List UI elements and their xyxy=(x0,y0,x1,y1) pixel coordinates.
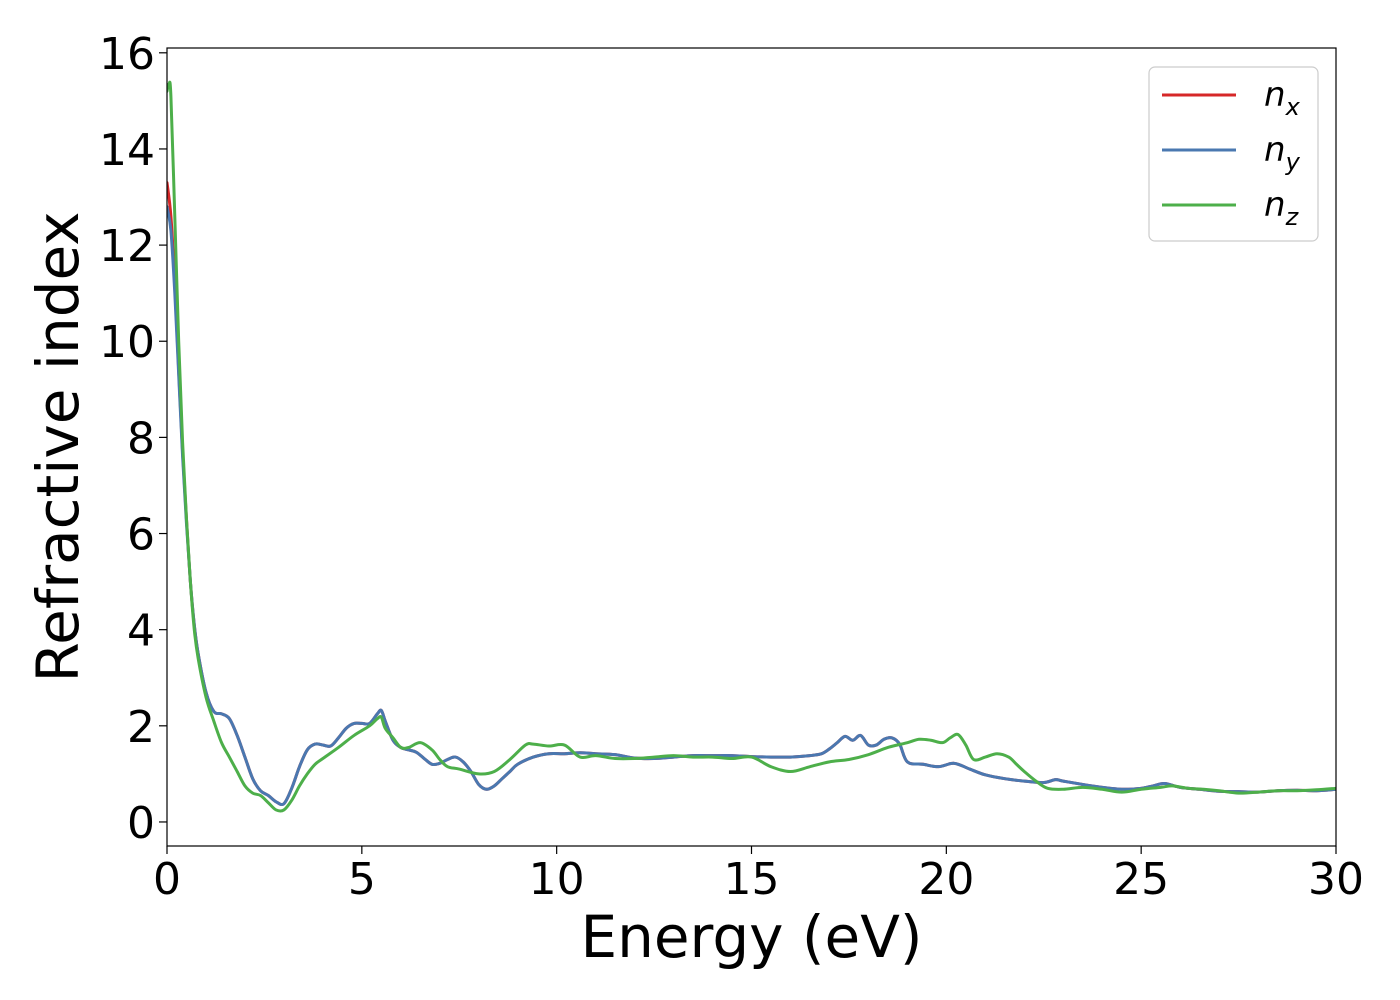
series-line-nx xyxy=(167,181,1336,807)
legend-box xyxy=(1148,66,1319,242)
y-tick-label: 4 xyxy=(127,606,155,657)
series-line-nz xyxy=(167,80,1336,813)
legend-label-nz: nz xyxy=(1264,185,1300,231)
x-tick-label: 20 xyxy=(918,854,974,905)
y-tick-label: 10 xyxy=(99,317,155,368)
legend-label-nx: nx xyxy=(1264,75,1301,121)
y-tick-label: 12 xyxy=(99,221,155,272)
x-tick-label: 25 xyxy=(1113,854,1169,905)
y-tick-label: 0 xyxy=(127,798,155,849)
x-tick-label: 10 xyxy=(529,854,585,905)
y-tick-label: 2 xyxy=(127,702,155,753)
series-line-ny xyxy=(167,205,1336,807)
y-axis-title: Refractive index xyxy=(24,211,92,682)
x-tick-label: 15 xyxy=(724,854,780,905)
series-layer xyxy=(167,80,1336,813)
y-tick-label: 8 xyxy=(127,413,155,464)
y-tick-label: 16 xyxy=(99,29,155,80)
x-tick-label: 0 xyxy=(153,854,181,905)
x-tick-label: 30 xyxy=(1308,854,1364,905)
axes-layer: 0 5 10 15 20 25 30 0 2 4 6 8 10 12 14 16 xyxy=(99,29,1364,905)
y-tick-label: 6 xyxy=(127,510,155,561)
x-axis-title: Energy (eV) xyxy=(580,903,922,971)
x-tick-label: 5 xyxy=(348,854,376,905)
legend-label-ny: ny xyxy=(1264,130,1301,176)
y-tick-label: 14 xyxy=(99,125,155,176)
legend: nx ny nz xyxy=(1148,66,1319,242)
